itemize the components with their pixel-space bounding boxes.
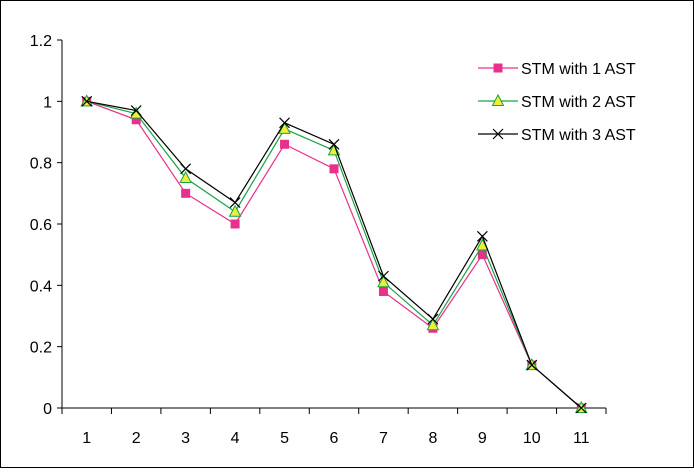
x-tick-label: 6 [330,430,339,447]
legend-swatch-marker [493,63,503,73]
series-2-point [377,275,390,288]
legend-swatch-marker [492,128,504,140]
marker-x-stroke [575,402,587,414]
legend-label: STM with 3 AST [521,127,636,144]
series-2-point [426,318,440,331]
x-tick-label: 1 [82,430,91,447]
x-tick-label: 11 [573,430,590,447]
marker-x-stroke [492,128,504,140]
marker-square [329,164,339,174]
series-layer [80,94,588,414]
series-3-point [476,230,488,242]
marker-x-stroke [526,359,538,371]
legend-label: STM with 2 AST [521,94,636,111]
marker-x-stroke [328,138,340,150]
marker-square [230,219,240,229]
legend: STM with 1 AST STM with 2 AST STM with 3 A… [478,61,636,144]
marker-x-stroke [130,105,142,116]
legend-swatch-marker [491,93,505,106]
series-2-point [179,170,192,183]
series-1-point [378,286,388,296]
x-tick-label: 7 [379,430,388,447]
series-3-point [130,105,142,116]
marker-x-stroke [476,230,488,242]
series-3 [81,95,587,414]
marker-x-stroke [81,95,93,107]
marker-x-stroke [378,270,389,282]
series-1-point [329,164,339,174]
y-tick-label: 0.2 [30,340,52,357]
marker-x-stroke [427,313,439,325]
y-tick-label: 0.8 [30,156,52,173]
legend-item: STM with 3 AST [478,127,636,144]
series-3-point [526,359,538,371]
y-tick-label: 0.6 [30,217,52,234]
x-tick-label: 10 [523,430,541,447]
series-1-point [280,139,290,149]
legend-item: STM with 2 AST [478,93,636,111]
series-2-point [228,204,242,217]
series-3-point [279,117,290,129]
marker-triangle [377,275,390,288]
marker-square [280,139,290,149]
x-tick-label: 2 [132,430,141,447]
x-tick-label: 3 [181,430,190,447]
series-3-point [180,163,192,175]
marker-x-stroke [229,197,241,208]
series-3-point [427,313,439,325]
series-1-point [230,219,240,229]
series-3-point [81,95,93,107]
series-3-point [378,270,389,282]
marker-triangle [179,170,192,183]
series-3-point [575,402,587,414]
marker-square [493,63,503,73]
marker-triangle [491,93,505,106]
marker-square [181,188,191,198]
x-tick-label: 8 [428,430,437,447]
y-tick-label: 0 [43,401,52,418]
marker-triangle [426,318,440,331]
y-tick-label: 0.4 [30,278,52,295]
legend-item: STM with 1 AST [478,61,636,78]
series-3-point [229,197,241,208]
marker-triangle [228,204,242,217]
y-tick-label: 1 [43,94,52,111]
x-tick-label: 5 [280,430,289,447]
marker-x-stroke [279,117,290,129]
axes: 0 0.2 0.4 0.6 0.8 1 1.2 1 2 3 4 5 6 7 8 9 10 11 [30,33,607,447]
y-tick-label: 1.2 [30,33,52,50]
marker-x-stroke [180,163,192,175]
x-tick-label: 9 [478,430,487,447]
x-tick-label: 4 [231,430,240,447]
marker-square [378,286,388,296]
series-1-point [181,188,191,198]
series-3-point [328,138,340,150]
legend-label: STM with 1 AST [521,61,636,78]
